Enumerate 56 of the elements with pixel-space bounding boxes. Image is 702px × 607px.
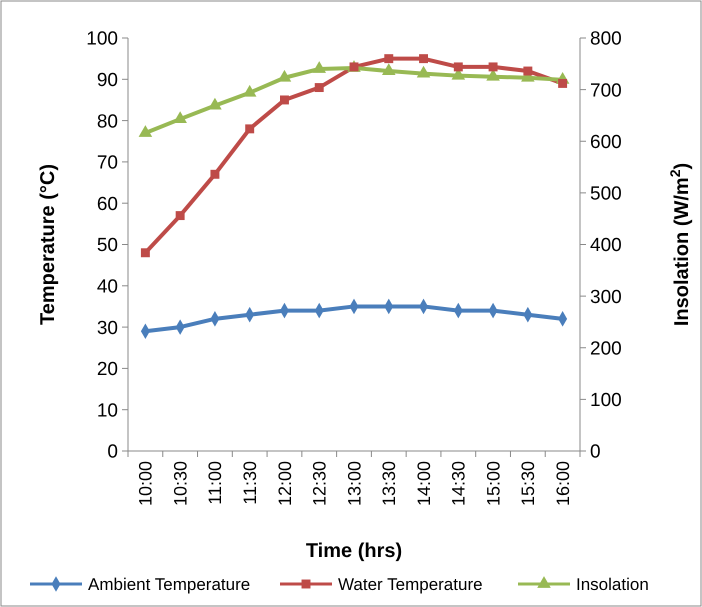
y2-tick-label: 700 — [590, 80, 622, 102]
point — [280, 95, 289, 104]
y2-tick-label: 100 — [590, 390, 622, 412]
y-tick-label: 90 — [96, 70, 118, 91]
legend-label: Water Temperature — [338, 574, 483, 594]
point — [176, 211, 185, 220]
y2-tick-label: 0 — [590, 442, 601, 463]
x-axis-title: Time (hrs) — [306, 540, 402, 562]
y-tick-label: 80 — [96, 111, 118, 132]
point — [384, 54, 394, 64]
y-tick-label: 10 — [96, 400, 118, 422]
x-tick-label: 14:30 — [448, 461, 469, 506]
point — [242, 84, 256, 97]
y-tick-label: 20 — [96, 359, 118, 380]
x-tick-label: 15:30 — [518, 461, 538, 506]
x-tick-label: 15:00 — [483, 461, 504, 506]
x-tick-label: 11:00 — [205, 461, 226, 505]
y2-tick-label: 300 — [590, 286, 622, 308]
legend-label: Insolation — [576, 574, 649, 594]
point — [488, 62, 498, 72]
y-tick-label: 100 — [86, 28, 118, 50]
y-tick-label: 40 — [96, 276, 118, 298]
y-tick-label: 0 — [107, 442, 118, 463]
legend-label: Ambient Temperature — [88, 574, 250, 594]
point — [523, 66, 532, 76]
x-tick-label: 12:30 — [310, 461, 330, 506]
y-tick-label: 70 — [96, 152, 118, 174]
x-tick-label: 13:30 — [379, 461, 400, 506]
x-tick-label: 11:30 — [240, 461, 260, 505]
y-tick-label: 50 — [96, 235, 118, 256]
x-tick-label: 10:30 — [170, 461, 190, 506]
point — [419, 54, 428, 64]
y-tick-label: 60 — [96, 194, 118, 215]
y2-tick-label: 800 — [590, 28, 622, 50]
y2-tick-label: 200 — [590, 338, 622, 360]
x-tick-label: 13:00 — [344, 461, 364, 506]
point — [558, 78, 568, 88]
point — [140, 248, 150, 258]
point — [382, 63, 396, 75]
x-tick-label: 12:00 — [274, 461, 295, 506]
y-axis-title: Temperature (°C) — [37, 164, 59, 325]
point — [210, 170, 220, 179]
point — [454, 62, 463, 72]
point — [416, 66, 430, 78]
y2-tick-label: 600 — [590, 132, 622, 153]
x-tick-label: 16:00 — [552, 461, 573, 506]
y2-tick-label: 400 — [590, 235, 622, 256]
point — [138, 125, 152, 137]
point — [314, 83, 324, 92]
point — [245, 124, 254, 134]
point — [312, 61, 326, 73]
y2-tick-label: 500 — [590, 184, 622, 205]
point — [278, 70, 292, 82]
x-tick-label: 14:00 — [414, 461, 434, 506]
x-tick-label: 10:00 — [136, 461, 156, 506]
y-tick-label: 30 — [96, 318, 118, 339]
